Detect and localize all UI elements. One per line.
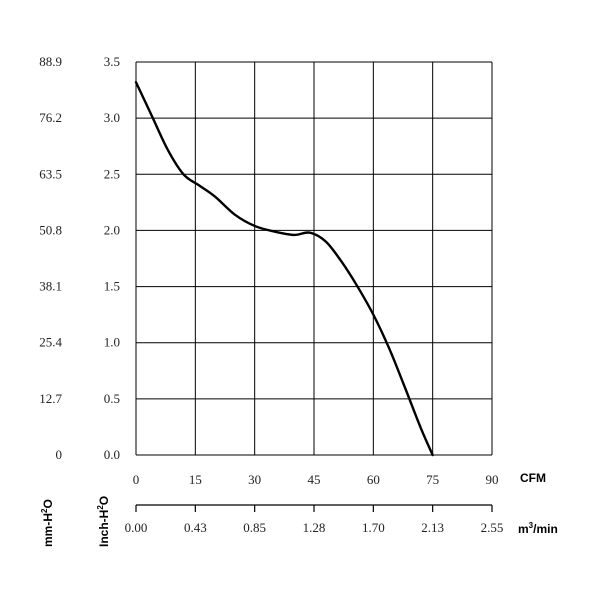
x-secondary-tick-label: 2.13	[421, 520, 444, 535]
x-secondary-tick-label: 2.55	[481, 520, 504, 535]
y-tick-label: 2.5	[104, 166, 120, 181]
x-tick-label: 15	[189, 472, 202, 487]
x-tick-label: 45	[308, 472, 321, 487]
x-secondary-tick-label: 0.43	[184, 520, 207, 535]
x-secondary-tick-label: 0.85	[243, 520, 266, 535]
y-tick-label: 1.5	[104, 279, 120, 294]
y-tick-label: 3.0	[104, 110, 120, 125]
x-secondary-tick-label: 1.70	[362, 520, 385, 535]
x-secondary-axis-label: m3/min	[518, 521, 558, 536]
y-secondary-axis-label: mm-H2O	[40, 499, 55, 547]
y-secondary-tick-labels: 0 12.7 25.4 38.1 50.8 63.5 76.2 88.9	[39, 54, 62, 462]
x-tick-label: 60	[367, 472, 380, 487]
x-axis-label: CFM	[520, 471, 546, 485]
series-layer	[134, 81, 434, 457]
y-secondary-tick-label: 76.2	[39, 110, 62, 125]
y-tick-label: 0.5	[104, 391, 120, 406]
y-axis-label: Inch-H2O	[96, 496, 111, 547]
y-tick-labels: 0.0 0.5 1.0 1.5 2.0 2.5 3.0 3.5	[104, 54, 120, 462]
x-tick-label: 0	[133, 472, 140, 487]
y-secondary-tick-label: 12.7	[39, 391, 62, 406]
y-secondary-tick-label: 63.5	[39, 166, 62, 181]
y-tick-label: 1.0	[104, 335, 120, 350]
y-tick-label: 2.0	[104, 222, 120, 237]
x-secondary-tick-label: 0.00	[125, 520, 148, 535]
y-secondary-tick-label: 88.9	[39, 54, 62, 69]
x-tick-label: 30	[248, 472, 261, 487]
series-line	[134, 81, 434, 457]
x-secondary-tick-label: 1.28	[303, 520, 326, 535]
x-secondary-axis: 0.00 0.43 0.85 1.28 1.70 2.13 2.55	[125, 504, 504, 535]
y-secondary-tick-label: 0	[56, 447, 63, 462]
y-secondary-tick-label: 25.4	[39, 335, 62, 350]
grid-layer	[135, 61, 493, 456]
y-tick-label: 0.0	[104, 447, 120, 462]
x-tick-label: 75	[426, 472, 439, 487]
x-tick-label: 90	[486, 472, 499, 487]
x-tick-labels: 0 15 30 45 60 75 90	[133, 472, 499, 487]
y-secondary-tick-label: 38.1	[39, 279, 62, 294]
y-secondary-tick-label: 50.8	[39, 222, 62, 237]
y-tick-label: 3.5	[104, 54, 120, 69]
